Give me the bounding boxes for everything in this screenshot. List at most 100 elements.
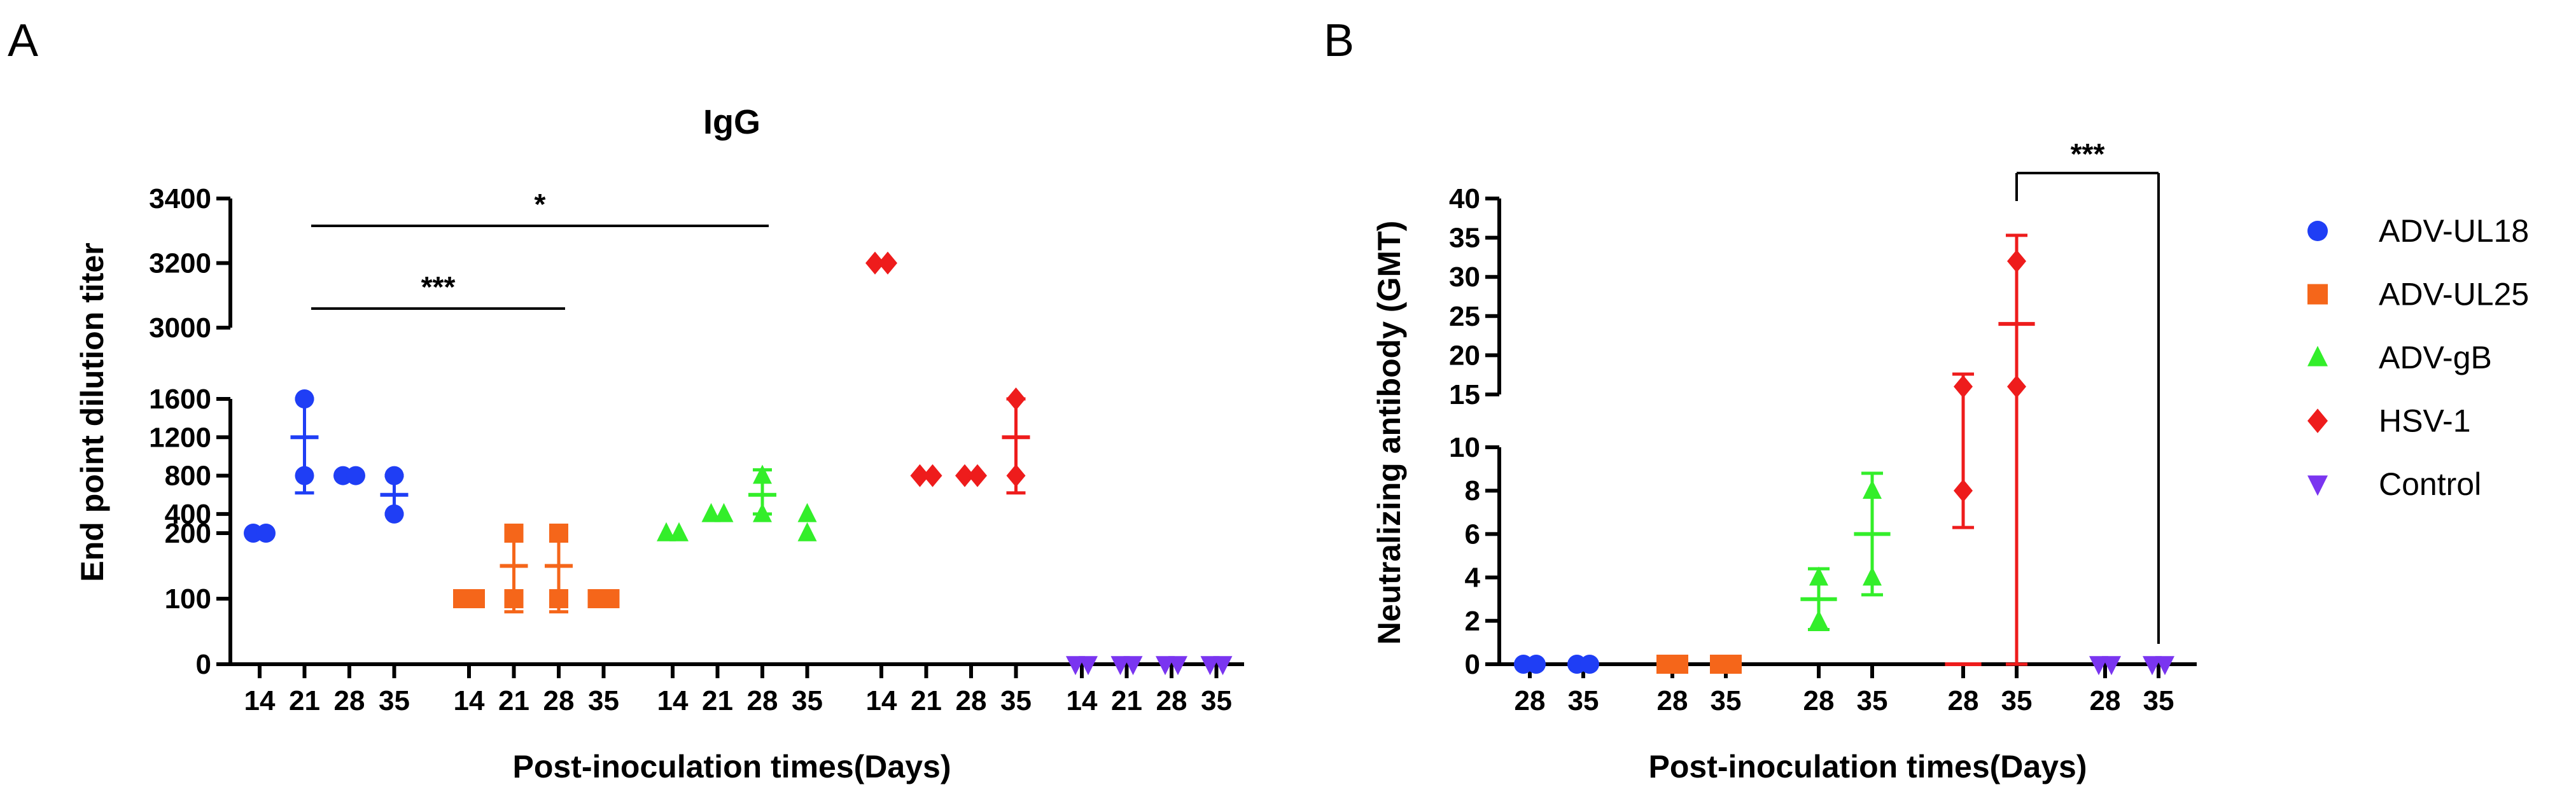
panel-b-point-control-28 (2089, 656, 2108, 676)
panel-a-point-adv-gb-28 (753, 464, 772, 484)
panel-b-point-hsv-1-35 (2007, 249, 2026, 273)
panel-a-y-tick-label: 3400 (149, 183, 211, 214)
panel-a-point-adv-ul18-35 (384, 504, 404, 524)
panel-a-x-tick-label-adv-gb-21: 21 (702, 685, 733, 716)
panel-a-point-hsv-1-14 (865, 251, 885, 275)
panel-b-axes: 0 2 4 6 8 10 15 20 25 30 35 40 28 35 28 35 28 35 28 35 28 35 (1449, 183, 2197, 716)
legend: ADV-UL18 ADV-UL25 ADV-gB HSV-1 Control (2307, 213, 2529, 502)
panel-a-x-tick-label-control-14: 14 (1067, 685, 1098, 716)
panel-a-point-adv-ul25-35 (600, 589, 620, 608)
panel-a-x-tick-label-adv-ul25-28: 28 (543, 685, 575, 716)
panel-a-x-tick-label-adv-ul25-35: 35 (588, 685, 619, 716)
panel-a-point-control-28 (1156, 656, 1175, 676)
legend-marker-adv-ul25 (2307, 284, 2328, 305)
panel-b-x-tick-label-control-28: 28 (2090, 685, 2121, 716)
panel-a-point-hsv-1-21 (910, 464, 930, 487)
panel-a-point-adv-ul18-35 (384, 466, 404, 485)
panel-a-significance-label-2: *** (421, 270, 456, 303)
panel-a-x-tick-label-adv-ul18-14: 14 (244, 685, 276, 716)
panel-b-point-adv-ul18-35 (1580, 655, 1599, 674)
panel-b-y-tick-label: 30 (1449, 261, 1480, 293)
panel-b-point-hsv-1-35 (2007, 375, 2026, 398)
panel-a-point-hsv-1-35 (1006, 387, 1026, 410)
panel-b-x-tick-label-adv-gb-28: 28 (1803, 685, 1835, 716)
panel-a-y-axis-label: End point dilution titer (74, 242, 110, 582)
panel-a-y-tick-label: 400 (165, 499, 211, 530)
panel-a-point-adv-gb-35 (797, 503, 817, 522)
panel-a-x-tick-label-control-21: 21 (1111, 685, 1142, 716)
panel-a-point-adv-ul25-28 (549, 589, 568, 608)
panel-a-y-tick-label: 1200 (149, 422, 211, 453)
panel-b-x-tick-label-adv-ul25-35: 35 (1711, 685, 1742, 716)
panel-b-y-tick-label: 8 (1465, 475, 1480, 506)
panel-a-y-tick-label: 3200 (149, 248, 211, 279)
panel-b-point-adv-ul25-35 (1723, 655, 1742, 674)
panel-b-x-tick-label-hsv-1-28: 28 (1948, 685, 1979, 716)
legend-label-adv-ul18: ADV-UL18 (2379, 213, 2529, 249)
panel-a-point-control-21 (1123, 656, 1143, 676)
legend-marker-adv-ul18 (2307, 221, 2328, 241)
panel-a-point-adv-gb-14 (669, 522, 689, 541)
panel-a-point-hsv-1-28 (955, 464, 974, 487)
panel-a-y-tick-label: 100 (165, 583, 211, 615)
panel-b-y-tick-label: 15 (1449, 379, 1480, 410)
panel-a-title: IgG (703, 103, 760, 141)
panel-a-point-control-14 (1066, 656, 1085, 676)
panel-a-y-tick-label: 1600 (149, 384, 211, 415)
panel-a-x-tick-label-control-35: 35 (1201, 685, 1232, 716)
panel-a-point-control-35 (1200, 656, 1220, 676)
panel-a-x-tick-label-hsv-1-21: 21 (911, 685, 942, 716)
panel-b-x-tick-label-adv-ul18-35: 35 (1568, 685, 1599, 716)
panel-a-significance-label-1: * (535, 188, 546, 221)
legend-marker-adv-gb (2307, 345, 2328, 366)
panel-b-y-tick-label: 20 (1449, 340, 1480, 371)
panel-b-point-hsv-1-28 (1954, 479, 1973, 503)
panel-b-point-control-28 (2102, 656, 2121, 676)
panel-a-y-tick-label: 800 (165, 461, 211, 492)
panel-a-x-tick-label-adv-ul18-28: 28 (334, 685, 365, 716)
panel-b-point-adv-gb-35 (1863, 479, 1882, 499)
legend-label-adv-ul25: ADV-UL25 (2379, 277, 2529, 312)
panel-a-point-adv-ul25-14 (466, 589, 485, 608)
panel-b-point-control-35 (2155, 656, 2174, 676)
panel-a-x-tick-label-hsv-1-28: 28 (956, 685, 987, 716)
panel-a-marks: **** (244, 188, 1233, 676)
panel-a-x-tick-label-adv-gb-28: 28 (747, 685, 778, 716)
panel-a-point-hsv-1-14 (878, 251, 897, 275)
panel-b-significance-label-1: *** (2071, 137, 2105, 171)
panel-a-point-hsv-1-21 (923, 464, 942, 487)
panel-b-x-tick-label-adv-ul25-28: 28 (1657, 685, 1688, 716)
panel-a-x-tick-label-adv-gb-14: 14 (657, 685, 689, 716)
panel-a-y-tick-label: 200 (165, 518, 211, 549)
panel-b-y-tick-label: 6 (1465, 519, 1480, 550)
panel-a-x-tick-label-adv-ul18-35: 35 (379, 685, 410, 716)
panel-a-point-adv-gb-28 (753, 503, 772, 522)
panel-a-x-tick-label-control-28: 28 (1156, 685, 1187, 716)
panel-a-point-adv-gb-35 (797, 522, 817, 541)
panel-b-y-tick-label: 10 (1449, 432, 1480, 463)
panel-a: A IgG Post-inoculation times(Days) End p… (8, 15, 1244, 784)
panel-b-point-control-35 (2143, 656, 2162, 676)
panel-b-point-adv-gb-28 (1809, 566, 1828, 586)
panel-a-x-axis-label: Post-inoculation times(Days) (513, 749, 951, 784)
panel-b-point-adv-ul25-28 (1669, 655, 1688, 674)
panel-a-point-adv-gb-21 (701, 503, 721, 522)
panel-a-point-control-21 (1110, 656, 1130, 676)
panel-a-x-tick-label-adv-ul25-14: 14 (454, 685, 485, 716)
legend-label-control: Control (2379, 466, 2481, 502)
panel-b-x-tick-label-control-35: 35 (2143, 685, 2174, 716)
panel-a-point-adv-ul18-21 (295, 466, 314, 485)
legend-label-hsv-1: HSV-1 (2379, 403, 2471, 439)
legend-label-adv-gb: ADV-gB (2379, 340, 2492, 375)
panel-a-point-control-35 (1213, 656, 1233, 676)
panel-a-y-tick-label: 0 (196, 649, 211, 680)
panel-a-point-adv-gb-14 (657, 522, 676, 541)
panel-b-marks: *** (1514, 137, 2174, 676)
panel-b-point-adv-ul18-28 (1527, 655, 1546, 674)
panel-a-point-adv-ul18-21 (295, 389, 314, 408)
panel-a-y-tick-label: 3000 (149, 312, 211, 344)
panel-a-point-adv-ul25-28 (549, 524, 568, 543)
panel-a-x-tick-label-adv-gb-35: 35 (792, 685, 823, 716)
